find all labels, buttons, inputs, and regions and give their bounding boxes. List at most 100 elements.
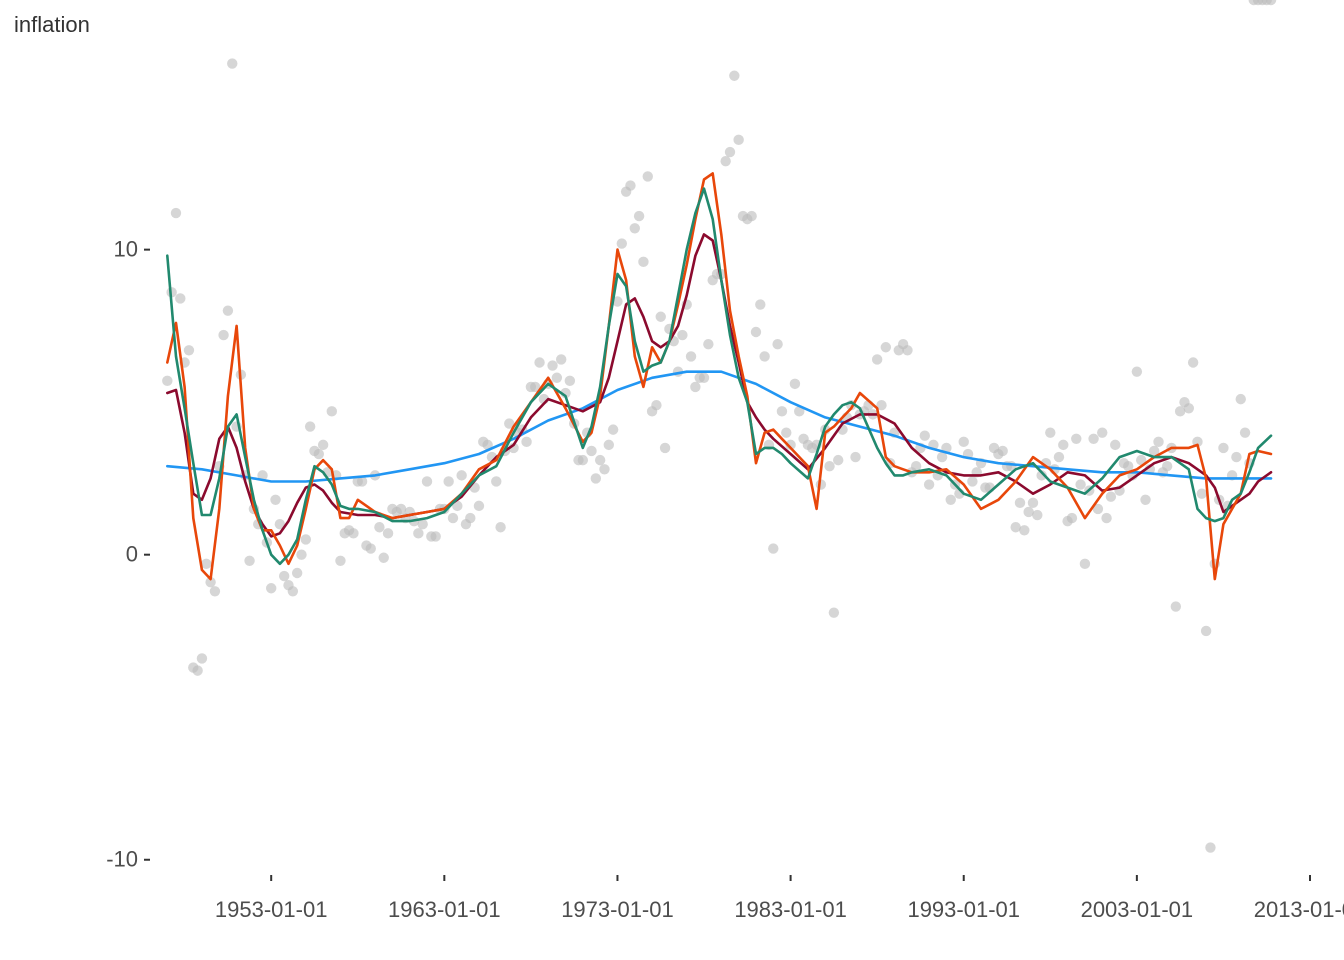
- data-point: [1071, 433, 1082, 444]
- data-point: [222, 305, 234, 316]
- data-point: [1079, 558, 1091, 570]
- data-point: [1032, 509, 1043, 521]
- data-point: [586, 445, 597, 457]
- series-line-4: [166, 187, 1273, 566]
- data-point: [1192, 436, 1203, 448]
- data-point: [1101, 512, 1112, 524]
- data-point: [755, 299, 766, 310]
- data-point: [205, 576, 216, 588]
- data-point: [703, 339, 714, 350]
- data-point: [244, 555, 255, 566]
- data-point: [201, 558, 212, 570]
- data-point: [1010, 522, 1021, 533]
- data-point: [659, 442, 671, 454]
- data-point: [356, 476, 368, 487]
- data-point: [945, 494, 956, 505]
- data-point: [1183, 403, 1195, 414]
- data-point: [828, 607, 840, 618]
- data-point: [785, 439, 796, 451]
- data-point: [1153, 436, 1164, 448]
- y-axis-label: inflation: [14, 12, 90, 37]
- data-point: [395, 503, 407, 515]
- data-point: [1027, 497, 1039, 509]
- data-point: [1135, 454, 1147, 466]
- data-point: [1045, 427, 1056, 438]
- data-point: [257, 470, 268, 481]
- data-point: [1231, 451, 1242, 463]
- data-point: [430, 531, 441, 542]
- data-point: [997, 445, 1008, 457]
- data-point: [612, 296, 623, 307]
- data-point: [1036, 470, 1047, 481]
- data-point: [1161, 461, 1173, 472]
- data-point: [594, 454, 606, 466]
- data-point: [170, 207, 182, 219]
- x-tick-label: 1983-01-01: [734, 897, 847, 922]
- data-point: [1187, 357, 1199, 368]
- data-point: [555, 354, 567, 365]
- data-point: [1023, 506, 1034, 518]
- y-tick-label: 10: [114, 237, 138, 262]
- data-point: [824, 461, 835, 472]
- data-point: [1148, 445, 1160, 457]
- data-point: [348, 528, 359, 539]
- data-point: [300, 534, 312, 545]
- x-axis: 1953-01-01 1963-01-01 1973-01-01 1983-01-01…: [215, 875, 1344, 922]
- data-point: [781, 427, 792, 438]
- data-point: [274, 518, 286, 530]
- data-point: [374, 522, 385, 533]
- data-point: [633, 210, 645, 222]
- data-point: [876, 400, 887, 411]
- data-point: [651, 400, 662, 411]
- data-point: [521, 436, 532, 448]
- data-point: [1131, 366, 1143, 377]
- data-point: [1053, 451, 1065, 463]
- data-point: [967, 476, 978, 487]
- data-point: [491, 476, 502, 487]
- data-point: [326, 406, 337, 417]
- data-point: [768, 543, 779, 554]
- data-point: [607, 424, 619, 435]
- data-point: [1140, 494, 1151, 505]
- data-point: [413, 528, 424, 539]
- data-point: [192, 665, 203, 676]
- data-point: [218, 329, 229, 341]
- data-point: [850, 451, 861, 463]
- data-point: [603, 439, 615, 451]
- data-point: [958, 436, 969, 448]
- data-point: [720, 155, 731, 167]
- data-point: [1265, 0, 1277, 6]
- data-point: [772, 339, 783, 350]
- data-point: [577, 454, 589, 466]
- data-point: [473, 500, 485, 512]
- data-point: [196, 653, 208, 664]
- data-point: [534, 357, 545, 368]
- data-point: [1075, 479, 1086, 490]
- x-tick-label: 1993-01-01: [907, 897, 1020, 922]
- data-point: [642, 171, 653, 182]
- data-point: [378, 552, 389, 563]
- data-point: [1170, 601, 1182, 612]
- x-tick-label: 1973-01-01: [561, 897, 674, 922]
- data-point: [465, 512, 476, 524]
- data-point: [1123, 461, 1134, 472]
- data-point: [175, 293, 186, 304]
- data-point: [629, 223, 640, 234]
- data-point: [1019, 525, 1030, 536]
- data-point: [296, 549, 307, 560]
- data-point: [551, 372, 563, 383]
- data-point: [313, 448, 325, 460]
- data-point: [750, 326, 762, 338]
- data-point: [335, 555, 346, 566]
- data-point: [270, 494, 281, 505]
- data-point: [1066, 512, 1078, 524]
- data-point: [833, 454, 844, 466]
- data-point: [776, 406, 788, 417]
- data-point: [564, 375, 576, 387]
- data-point: [871, 354, 883, 365]
- data-point: [304, 421, 316, 432]
- data-point: [447, 512, 459, 524]
- y-axis: -10 0 10: [106, 237, 150, 872]
- data-point: [482, 439, 493, 451]
